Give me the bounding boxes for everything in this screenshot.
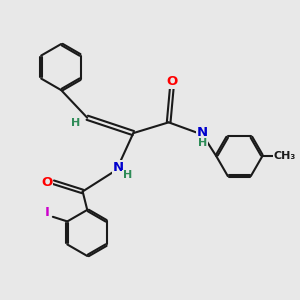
Text: O: O bbox=[166, 75, 177, 88]
Text: H: H bbox=[123, 170, 132, 181]
Text: I: I bbox=[45, 206, 50, 219]
Text: H: H bbox=[198, 138, 207, 148]
Text: N: N bbox=[197, 126, 208, 139]
Text: O: O bbox=[41, 176, 52, 189]
Text: N: N bbox=[112, 161, 124, 174]
Text: H: H bbox=[71, 118, 80, 128]
Text: CH₃: CH₃ bbox=[274, 151, 296, 161]
